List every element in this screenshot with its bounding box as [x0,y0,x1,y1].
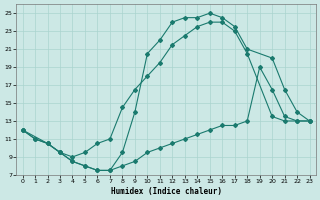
X-axis label: Humidex (Indice chaleur): Humidex (Indice chaleur) [111,187,221,196]
